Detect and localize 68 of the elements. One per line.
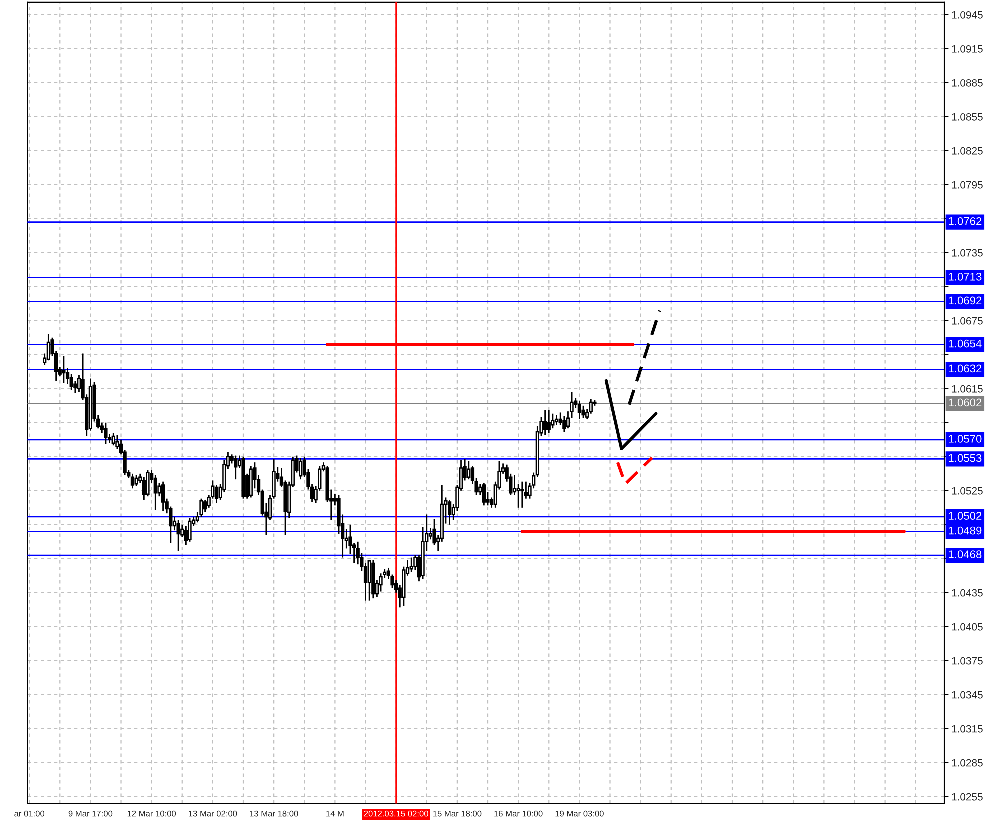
y-tick-label: 1.0795 <box>952 181 983 189</box>
candlestick <box>154 474 158 511</box>
ref-line-label: 1.0602 <box>949 398 982 407</box>
ref-line-label: 1.0632 <box>949 364 982 373</box>
candlestick <box>234 455 238 480</box>
candlestick <box>582 405 586 420</box>
candlestick <box>146 470 150 498</box>
candlestick <box>203 499 208 514</box>
y-tick-label: 1.0375 <box>952 657 983 665</box>
y-tick-label: 1.0675 <box>952 317 983 325</box>
ref-line-label: 1.0502 <box>949 512 982 520</box>
x-tick-label: 9 Mar 17:00 <box>68 810 113 817</box>
ref-line-label: 1.0468 <box>949 550 982 558</box>
x-tick-label: 12 Mar 10:00 <box>128 810 176 817</box>
candlestick <box>214 484 219 504</box>
candlestick <box>161 481 166 512</box>
y-tick-label: 1.0855 <box>952 113 983 121</box>
candlestick <box>482 482 486 506</box>
ref-line-label: 1.0553 <box>949 454 982 462</box>
y-tick-label: 1.0285 <box>952 759 983 767</box>
x-tick-label: 19 Mar 03:00 <box>556 810 604 817</box>
candlestick <box>130 473 135 490</box>
x-tick-label: ar 01:00 <box>14 810 45 817</box>
ref-line-label: 1.0489 <box>949 526 982 535</box>
y-tick-label: 1.0885 <box>952 79 983 87</box>
y-tick-label: 1.0255 <box>952 793 983 801</box>
candlestick <box>467 460 471 480</box>
x-tick-label: 14 M <box>326 810 344 817</box>
candlestick <box>547 410 551 434</box>
x-tick-label: 16 Mar 10:00 <box>494 810 543 817</box>
candlestick <box>368 559 372 602</box>
ref-line-label: 1.0762 <box>949 217 982 226</box>
y-tick-label: 1.0435 <box>952 589 983 597</box>
candlestick <box>516 483 520 509</box>
ref-line-label: 1.0654 <box>949 340 982 348</box>
candlestick <box>562 415 566 433</box>
ref-line-label: 1.0713 <box>949 272 982 281</box>
x-tick-label: 2012.03.15 02:00 <box>364 810 428 817</box>
y-tick-label: 1.0915 <box>952 45 983 53</box>
candlestick <box>176 520 180 552</box>
candlestick <box>544 410 548 436</box>
x-tick-label: 13 Mar 18:00 <box>250 810 298 817</box>
y-tick-label: 1.0315 <box>952 725 983 733</box>
candlestick <box>299 457 303 480</box>
y-tick-label: 1.0825 <box>952 147 983 155</box>
y-tick-label: 1.0945 <box>952 11 983 19</box>
candlestick <box>410 557 414 574</box>
ref-line-label: 1.0692 <box>949 296 982 305</box>
ref-line-label: 1.0570 <box>949 435 982 443</box>
y-tick-label: 1.0405 <box>952 623 983 631</box>
x-tick-label: 15 Mar 18:00 <box>434 810 482 817</box>
y-tick-label: 1.0615 <box>952 385 983 393</box>
candlestick <box>551 413 555 430</box>
candlestick <box>134 474 138 488</box>
x-tick-label: 13 Mar 02:00 <box>189 810 238 817</box>
candlestick <box>448 499 452 526</box>
candlestick <box>62 355 66 384</box>
y-tick-label: 1.0345 <box>952 691 983 699</box>
candlestick <box>520 481 524 509</box>
candlestick <box>428 528 433 540</box>
candlestick <box>112 432 116 446</box>
y-tick-label: 1.0735 <box>952 249 983 257</box>
candlestick <box>188 517 192 543</box>
y-tick-label: 1.0525 <box>952 487 983 495</box>
candlestick <box>104 422 108 446</box>
candlestick <box>46 334 50 362</box>
candlestick <box>578 400 582 420</box>
candlestick <box>554 414 559 426</box>
